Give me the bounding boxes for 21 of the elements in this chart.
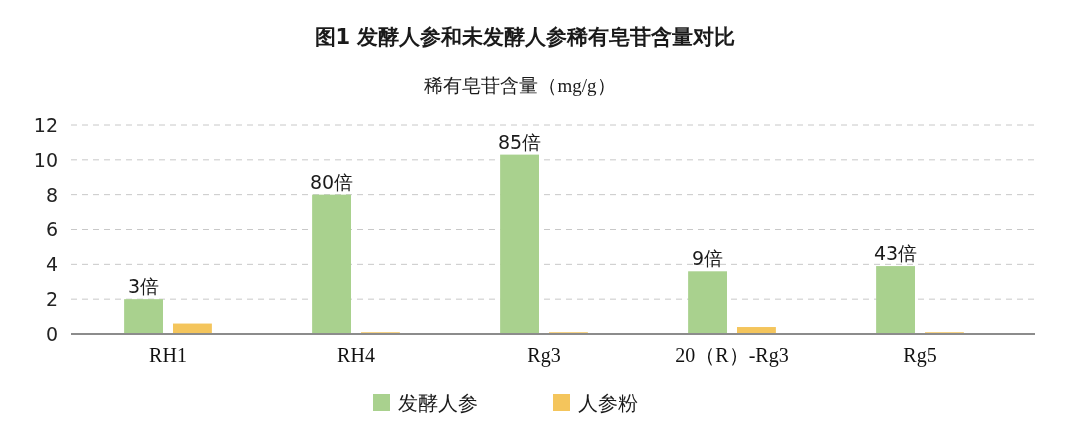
annotation: 3倍 <box>128 275 160 298</box>
chart-subtitle: 稀有皂苷含量（mg/g） <box>424 75 616 96</box>
y-tick-label: 10 <box>33 148 58 171</box>
y-tick-label: 4 <box>45 253 58 276</box>
y-tick-label: 12 <box>33 113 58 136</box>
y-tick-label: 8 <box>45 183 58 206</box>
chart-title: 图1 发酵人参和未发酵人参稀有皂苷含量对比 <box>314 25 736 49</box>
x-tick-label: 20（R）-Rg3 <box>675 344 789 367</box>
x-tick-label: RH4 <box>337 344 375 366</box>
x-tick-label: Rg3 <box>527 344 561 367</box>
legend-label: 人参粉 <box>578 392 638 415</box>
legend-label: 发酵人参 <box>398 392 478 415</box>
y-tick-label: 6 <box>45 218 58 241</box>
x-tick-label: Rg5 <box>903 344 937 367</box>
y-tick-label: 0 <box>45 322 58 345</box>
annotation: 9倍 <box>692 247 724 270</box>
y-tick-label: 2 <box>45 288 58 311</box>
annotation: 43倍 <box>873 242 918 265</box>
annotation: 80倍 <box>309 170 354 193</box>
annotation: 85倍 <box>497 130 542 153</box>
x-tick-label: RH1 <box>149 344 187 366</box>
